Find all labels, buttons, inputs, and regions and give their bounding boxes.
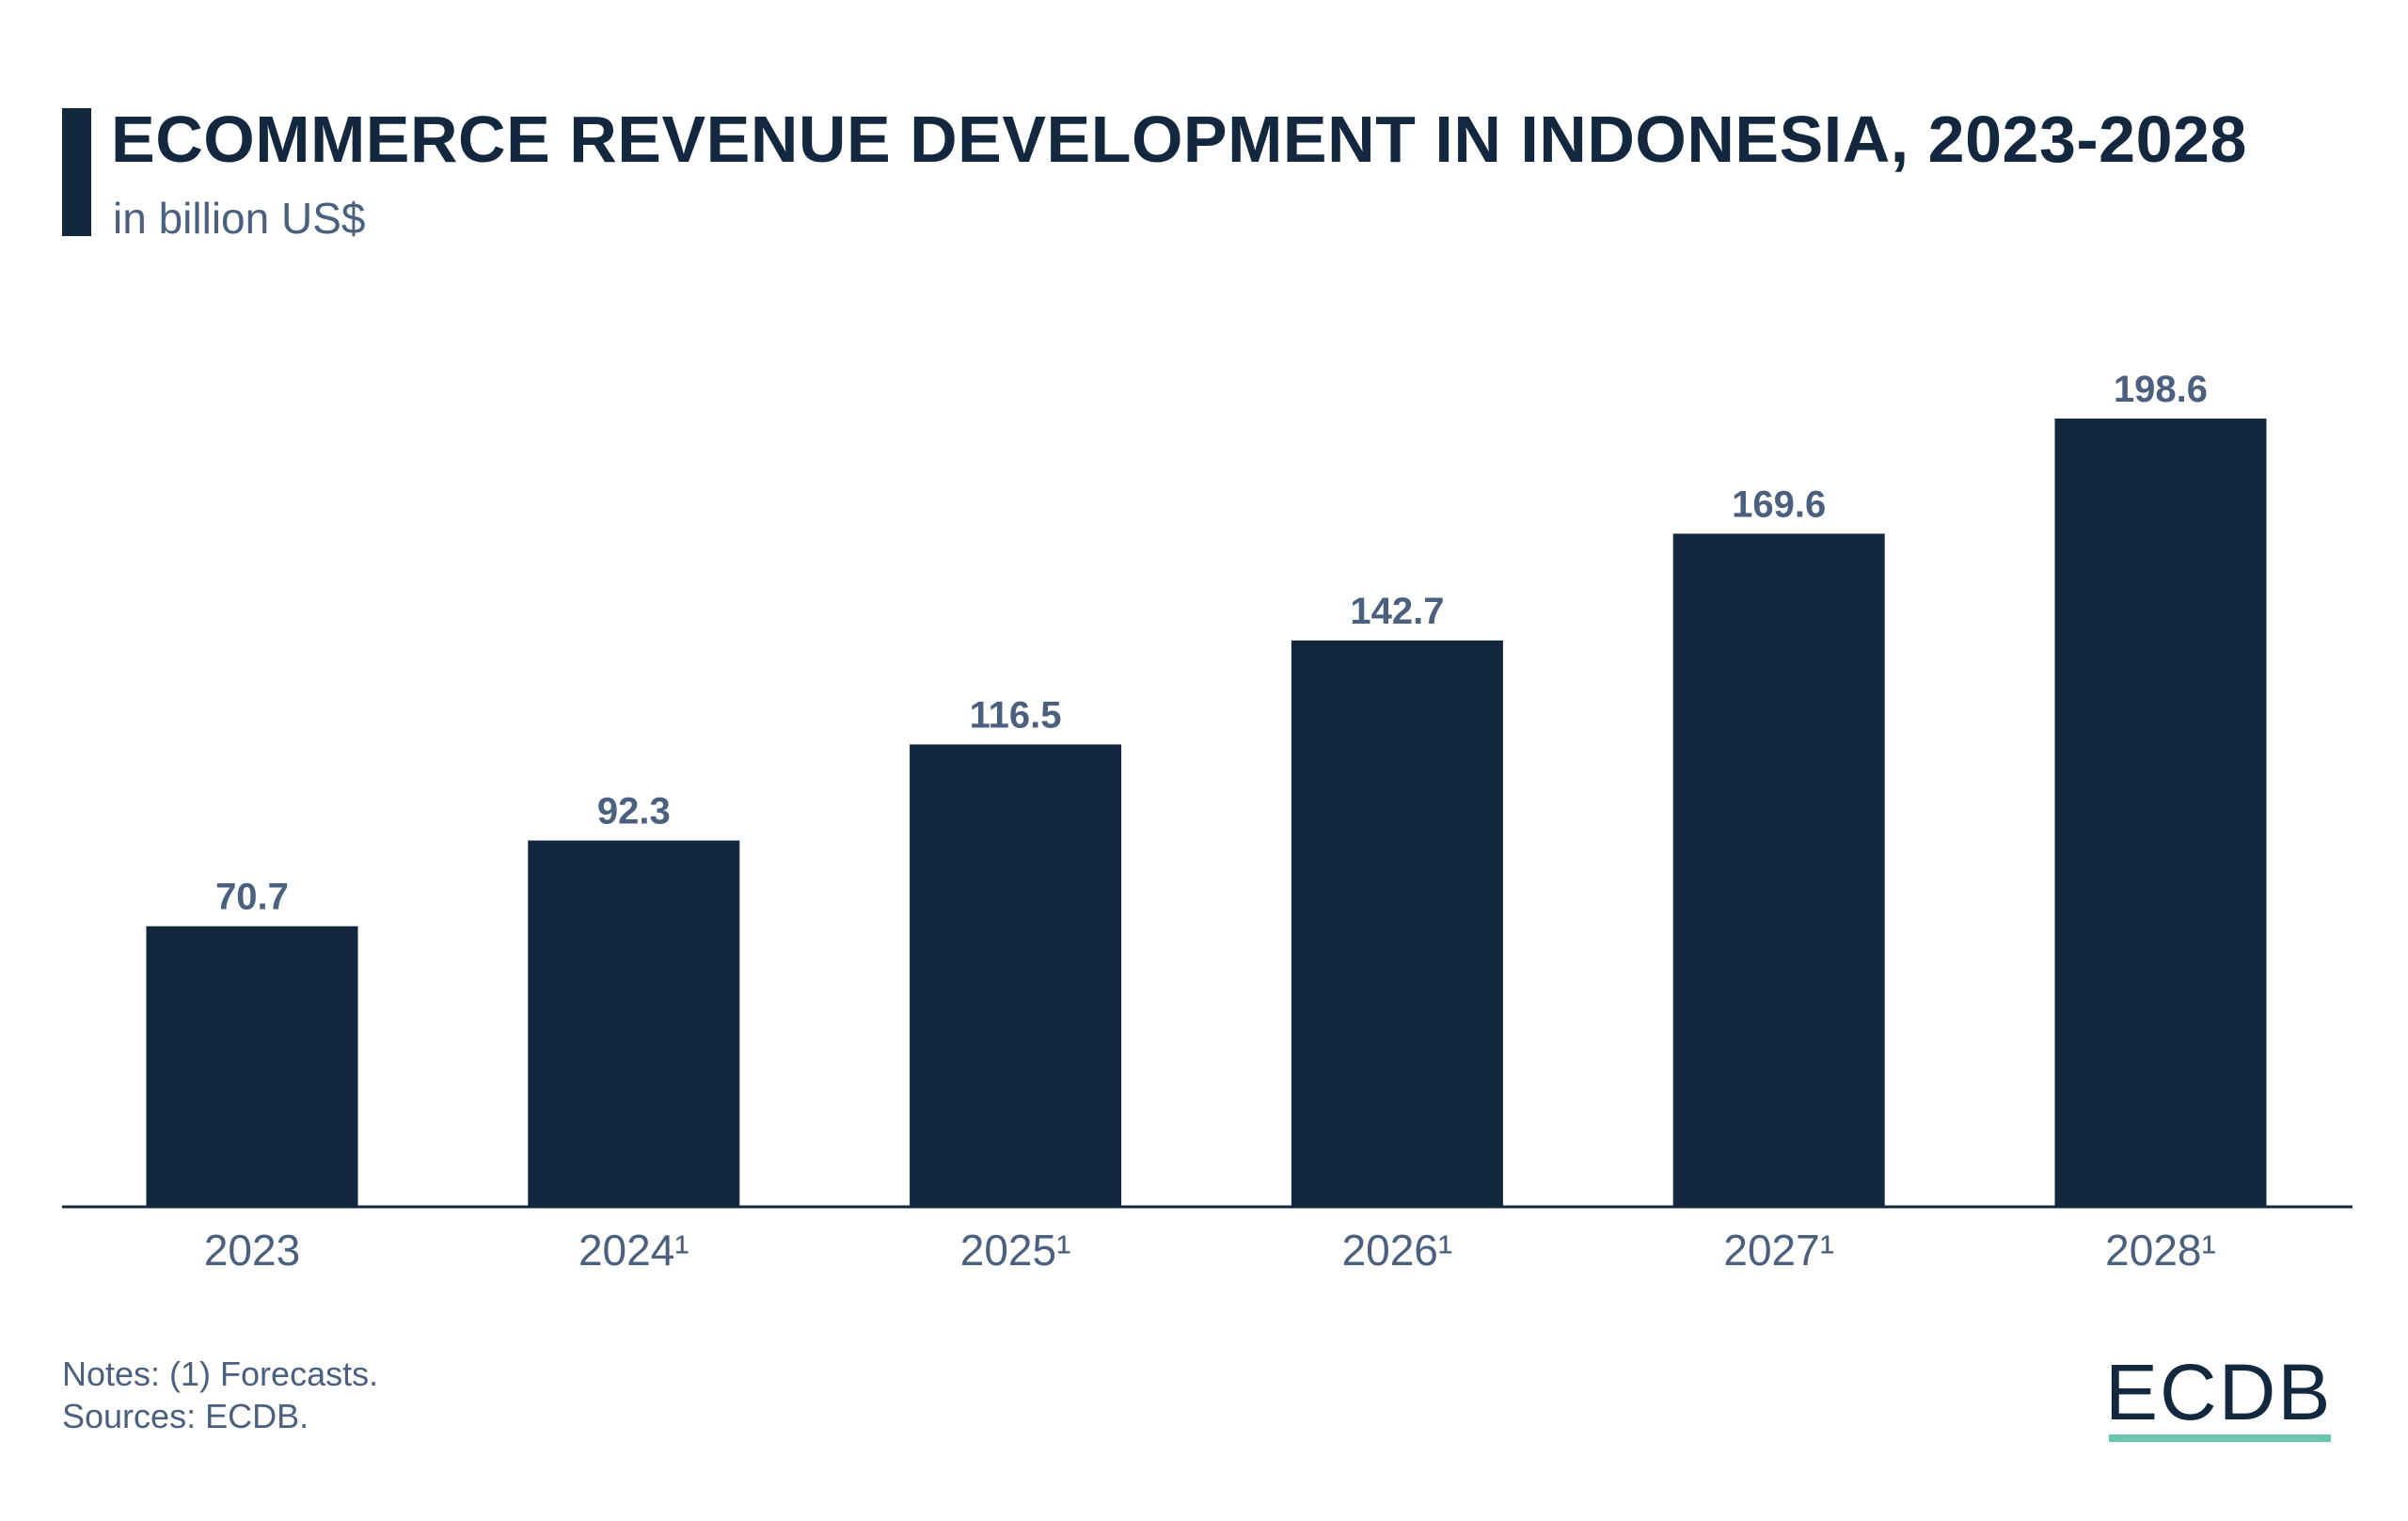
data-label: 169.6	[1732, 483, 1826, 525]
chart-subtitle: in billion US$	[113, 194, 366, 243]
bar	[146, 926, 358, 1207]
bar	[910, 744, 1122, 1207]
data-label: 198.6	[2114, 369, 2208, 410]
x-tick-label: 2028¹	[2105, 1226, 2216, 1275]
data-label: 92.3	[597, 791, 671, 832]
bar	[528, 840, 740, 1207]
data-label: 70.7	[215, 877, 289, 918]
data-label: 142.7	[1350, 591, 1444, 632]
bar	[1672, 533, 1885, 1207]
x-tick-label: 2023	[204, 1226, 300, 1275]
bar	[2054, 419, 2267, 1207]
data-label: 116.5	[970, 694, 1062, 736]
title-accent-bar	[62, 108, 91, 236]
notes-text: Notes: (1) Forecasts.	[62, 1355, 379, 1393]
x-tick-label: 2026¹	[1342, 1226, 1453, 1275]
chart-title: ECOMMERCE REVENUE DEVELOPMENT IN INDONES…	[111, 103, 2247, 176]
logo-underline	[2109, 1434, 2331, 1442]
sources-text: Sources: ECDB.	[62, 1397, 309, 1435]
x-tick-label: 2024¹	[578, 1226, 689, 1275]
ecdb-logo: ECDB	[2105, 1348, 2333, 1436]
bar	[1291, 640, 1503, 1207]
x-tick-label: 2027¹	[1723, 1226, 1834, 1275]
x-tick-label: 2025¹	[960, 1226, 1071, 1275]
